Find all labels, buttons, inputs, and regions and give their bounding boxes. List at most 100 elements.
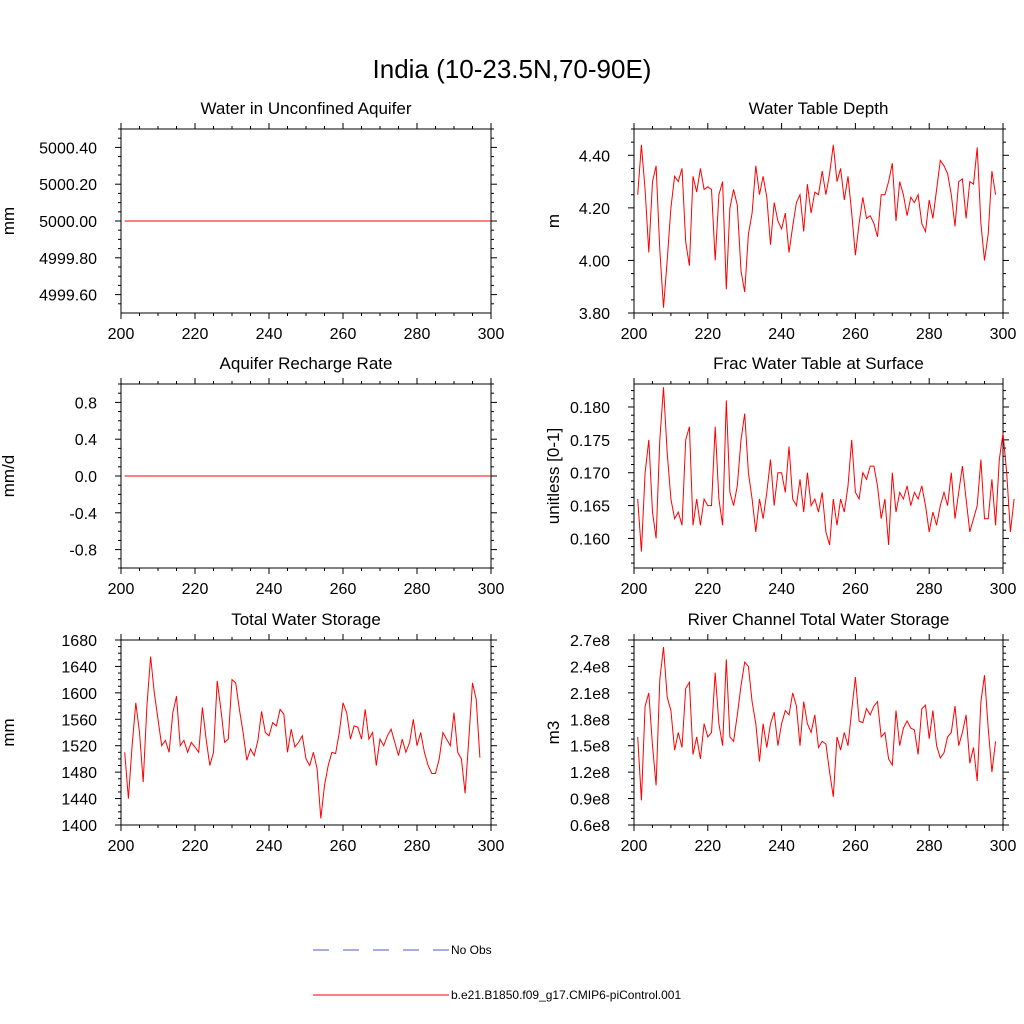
y-axis-label: unitless [0-1] [544, 428, 563, 524]
y-tick-label: 5000.40 [39, 140, 97, 157]
y-tick-label: 4.20 [579, 201, 610, 218]
x-tick-label: 220 [182, 838, 209, 855]
y-tick-label: 1440 [61, 792, 97, 809]
legend-no-obs-label: No Obs [451, 943, 492, 957]
x-tick-label: 300 [478, 838, 505, 855]
x-tick-label: 240 [256, 581, 283, 598]
y-tick-label: 4.00 [579, 253, 610, 270]
x-tick-label: 240 [256, 838, 283, 855]
y-tick-label: -0.4 [69, 506, 97, 523]
y-tick-label: 2.4e8 [570, 659, 610, 676]
x-tick-label: 240 [768, 326, 795, 343]
plot-frame [633, 639, 1004, 826]
x-tick-label: 240 [768, 838, 795, 855]
y-tick-label: 1.5e8 [570, 739, 610, 756]
panel-title: Total Water Storage [231, 610, 381, 629]
main-title: India (10-23.5N,70-90E) [373, 54, 652, 84]
y-tick-label: 5000.00 [39, 214, 97, 231]
x-tick-label: 260 [842, 838, 869, 855]
panel-title: Frac Water Table at Surface [713, 354, 924, 373]
panel-3: Aquifer Recharge Rate 200 220 240 260 280 300 -… [0, 354, 504, 598]
x-tick-label: 260 [842, 581, 869, 598]
series-line [637, 646, 997, 801]
y-axis-label: mm [0, 718, 18, 746]
panel-2: Water Table Depth 200 220 240 260 280 300 3.80 4… [544, 99, 1016, 343]
x-tick-label: 260 [842, 326, 869, 343]
y-tick-label: 5000.20 [39, 177, 97, 194]
x-tick-label: 300 [478, 581, 505, 598]
x-tick-label: 280 [916, 581, 943, 598]
y-axis-label: mm/d [0, 455, 18, 498]
y-tick-label: 1480 [61, 765, 97, 782]
y-tick-label: 1640 [61, 659, 97, 676]
series-line [637, 144, 997, 308]
x-tick-label: 260 [330, 326, 357, 343]
plot-frame [120, 639, 492, 826]
y-tick-label: 1.2e8 [570, 765, 610, 782]
x-tick-label: 240 [256, 326, 283, 343]
x-tick-label: 220 [694, 581, 721, 598]
x-tick-label: 200 [621, 326, 648, 343]
y-tick-label: 1400 [61, 818, 97, 835]
panels: Water in Unconfined Aquifer 200 220 240 260 2… [0, 99, 1016, 855]
x-tick-label: 260 [330, 581, 357, 598]
x-tick-label: 280 [404, 326, 431, 343]
y-tick-label: 0.8 [75, 395, 97, 412]
y-tick-label: 0.4 [75, 432, 97, 449]
y-tick-label: 0.160 [570, 531, 610, 548]
legend: No Obs b.e21.B1850.f09_g17.CMIP6-piContr… [313, 943, 681, 1002]
x-tick-label: 200 [108, 838, 135, 855]
x-tick-label: 200 [108, 581, 135, 598]
x-tick-label: 240 [768, 581, 795, 598]
y-tick-label: 0.6e8 [570, 818, 610, 835]
y-axis-label: mm [0, 207, 18, 235]
y-tick-label: 0.0 [75, 469, 97, 486]
x-tick-label: 220 [182, 326, 209, 343]
x-tick-label: 200 [621, 838, 648, 855]
plot-frame [633, 383, 1004, 569]
y-tick-label: 1600 [61, 686, 97, 703]
y-tick-label: 1.8e8 [570, 712, 610, 729]
y-axis-label: m [544, 214, 563, 228]
y-tick-label: 4999.60 [39, 288, 97, 305]
panel-title: River Channel Total Water Storage [688, 610, 950, 629]
x-tick-label: 300 [990, 326, 1017, 343]
x-tick-label: 220 [694, 326, 721, 343]
y-tick-label: 1520 [61, 739, 97, 756]
x-tick-label: 300 [990, 581, 1017, 598]
y-tick-label: 0.9e8 [570, 792, 610, 809]
y-tick-label: -0.8 [69, 543, 97, 560]
x-tick-label: 200 [621, 581, 648, 598]
y-tick-label: 4.40 [579, 148, 610, 165]
y-tick-label: 0.175 [570, 433, 610, 450]
y-tick-label: 3.80 [579, 306, 610, 323]
panel-4: Frac Water Table at Surface 200 220 240 260 2… [544, 354, 1016, 598]
x-tick-label: 300 [478, 326, 505, 343]
x-tick-label: 220 [694, 838, 721, 855]
series-line [637, 387, 1015, 552]
series-line [124, 656, 481, 819]
x-tick-label: 280 [404, 581, 431, 598]
legend-model-label: b.e21.B1850.f09_g17.CMIP6-piControl.001 [451, 988, 681, 1002]
y-tick-label: 1560 [61, 712, 97, 729]
panel-5: Total Water Storage 200 220 240 260 280 300 140… [0, 610, 504, 855]
plot-frame [633, 128, 1004, 314]
x-tick-label: 280 [916, 838, 943, 855]
x-tick-label: 280 [916, 326, 943, 343]
y-tick-label: 4999.80 [39, 251, 97, 268]
y-tick-label: 0.165 [570, 499, 610, 516]
y-tick-label: 0.180 [570, 400, 610, 417]
panel-6: River Channel Total Water Storage 200 220 2… [544, 610, 1016, 855]
y-tick-label: 2.7e8 [570, 633, 610, 650]
y-tick-label: 2.1e8 [570, 686, 610, 703]
y-axis-label: m3 [544, 721, 563, 745]
y-tick-label: 0.170 [570, 466, 610, 483]
panel-1: Water in Unconfined Aquifer 200 220 240 260 2… [0, 99, 504, 343]
panel-title: Aquifer Recharge Rate [220, 354, 393, 373]
x-tick-label: 200 [108, 326, 135, 343]
panel-title: Water Table Depth [749, 99, 889, 118]
x-tick-label: 260 [330, 838, 357, 855]
x-tick-label: 280 [404, 838, 431, 855]
panel-title: Water in Unconfined Aquifer [200, 99, 411, 118]
